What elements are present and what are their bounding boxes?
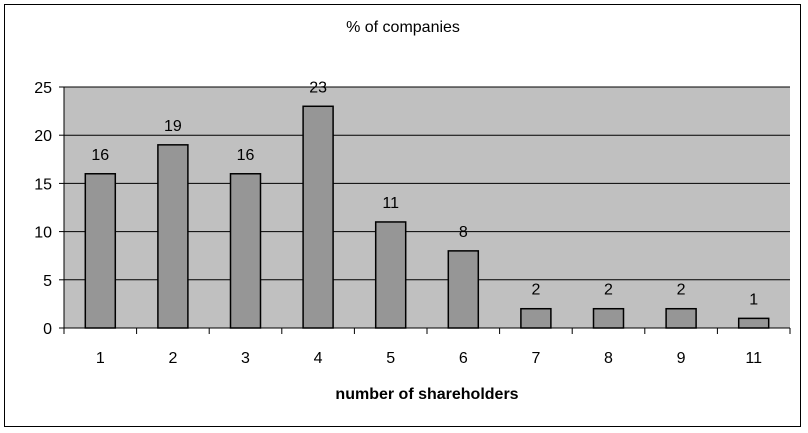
bars bbox=[84, 105, 770, 329]
x-tick-labels: 1 2 3 4 5 6 7 8 9 11 bbox=[96, 350, 762, 367]
x-tick-label: 8 bbox=[604, 350, 613, 367]
data-label: 1 bbox=[749, 291, 758, 308]
data-label: 11 bbox=[382, 195, 399, 212]
data-label: 19 bbox=[164, 118, 182, 135]
bar bbox=[737, 317, 770, 329]
x-tick-label: 6 bbox=[459, 350, 468, 367]
data-label: 2 bbox=[677, 282, 686, 299]
x-tick-label: 4 bbox=[314, 350, 323, 367]
data-label: 16 bbox=[91, 147, 109, 164]
x-tick-label: 9 bbox=[677, 350, 686, 367]
y-tick-label: 25 bbox=[34, 80, 52, 97]
x-tick-label: 5 bbox=[386, 350, 395, 367]
y-tick-labels: 0 5 10 15 20 25 bbox=[34, 80, 52, 338]
x-axis-label: number of shareholders bbox=[335, 386, 518, 403]
bar bbox=[592, 307, 625, 329]
chart-title: % of companies bbox=[346, 19, 460, 36]
y-tick-label: 5 bbox=[43, 273, 52, 290]
bar bbox=[665, 307, 697, 329]
axes bbox=[59, 86, 791, 334]
data-label: 23 bbox=[309, 79, 327, 96]
bar bbox=[157, 144, 189, 329]
bar bbox=[520, 307, 552, 329]
y-tick-label: 20 bbox=[34, 128, 52, 145]
x-tick-label: 3 bbox=[241, 350, 250, 367]
y-tick-label: 10 bbox=[34, 225, 52, 242]
data-label: 2 bbox=[604, 282, 613, 299]
bar bbox=[302, 105, 334, 329]
bar bbox=[374, 221, 407, 329]
bar bbox=[84, 173, 117, 329]
data-label: 8 bbox=[459, 224, 468, 241]
y-tick-label: 15 bbox=[34, 176, 52, 193]
x-tick-label: 11 bbox=[745, 350, 762, 367]
data-labels: 16 19 16 23 11 8 2 2 2 1 bbox=[91, 79, 758, 308]
bar bbox=[229, 173, 262, 329]
data-label: 16 bbox=[237, 147, 255, 164]
data-label: 2 bbox=[531, 282, 540, 299]
x-tick-label: 1 bbox=[96, 350, 105, 367]
x-tick-label: 7 bbox=[531, 350, 540, 367]
x-tick-label: 2 bbox=[168, 350, 177, 367]
bar bbox=[447, 250, 480, 329]
y-tick-label: 0 bbox=[43, 321, 52, 338]
